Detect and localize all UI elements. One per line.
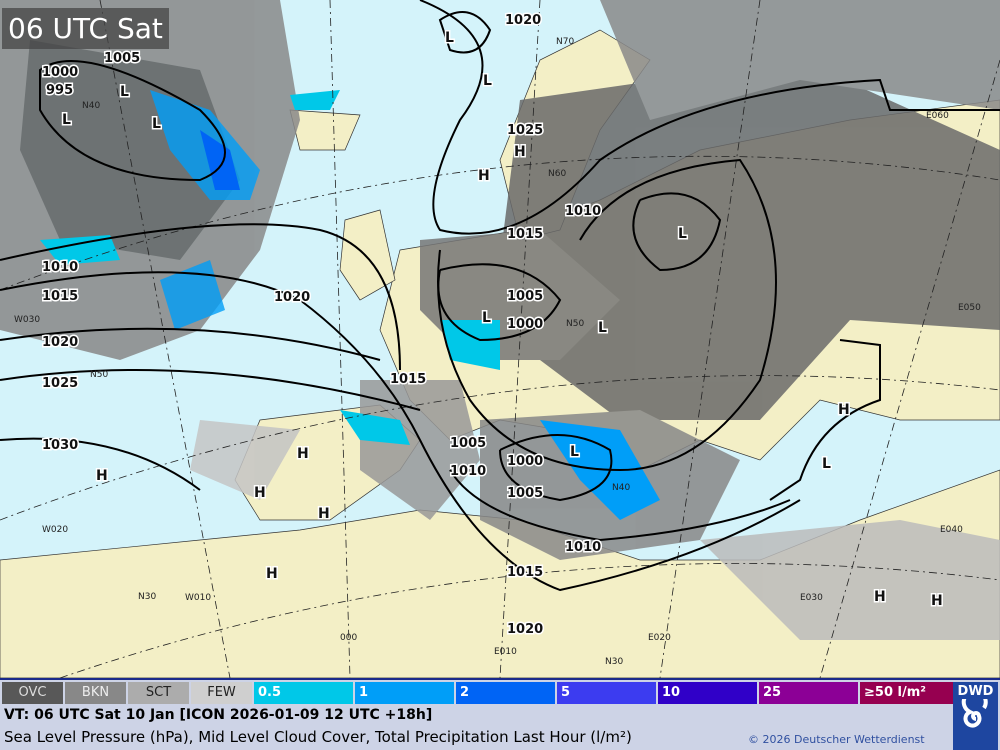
grid-label: N50 xyxy=(90,370,108,380)
pressure-center-label: L xyxy=(152,116,161,132)
legend-panel: OVC BKN SCT FEW 0.5 1 2 5 10 25 ≥50 l/m²… xyxy=(0,678,1000,750)
pressure-center-label: H xyxy=(96,468,108,484)
pressure-center-label: L xyxy=(570,444,579,460)
isobar-label: 1020 xyxy=(42,335,78,350)
pressure-center-label: L xyxy=(482,310,491,326)
grid-label: E060 xyxy=(926,111,949,121)
grid-label: E050 xyxy=(958,303,981,313)
grid-label: N30 xyxy=(138,592,156,602)
pressure-center-label: L xyxy=(678,226,687,242)
grid-labels: N40 W030 N50 W020 W010 N30 000 E010 E020 N30 E030 E… xyxy=(14,37,981,667)
pressure-center-label: L xyxy=(598,320,607,336)
pressure-center-label: H xyxy=(931,593,943,609)
grid-label: W020 xyxy=(42,525,68,535)
legend-bkn: BKN xyxy=(65,682,126,704)
pressure-center-label: L xyxy=(822,456,831,472)
pressure-center-label: L xyxy=(445,30,454,46)
isobar-label: 1020 xyxy=(274,290,310,305)
copyright: © 2026 Deutscher Wetterdienst xyxy=(748,733,925,746)
grid-label: 000 xyxy=(340,633,357,643)
grid-label: E040 xyxy=(940,525,963,535)
isobars xyxy=(0,0,1000,592)
isobar-label: 1030 xyxy=(42,438,78,453)
map-description: Sea Level Pressure (hPa), Mid Level Clou… xyxy=(4,728,632,746)
legend-precip-25: 25 xyxy=(759,682,858,704)
isobar-label: 1020 xyxy=(507,622,543,637)
legend-precip-50: ≥50 l/m² xyxy=(860,682,959,704)
pressure-center-label: H xyxy=(478,168,490,184)
isobar-label: 1000 xyxy=(42,65,78,80)
pressure-center-label: H xyxy=(318,506,330,522)
isobar-label: 1015 xyxy=(507,227,543,242)
isobar-label: 1015 xyxy=(390,372,426,387)
grid-label: W010 xyxy=(185,593,211,603)
isobar-label: 1010 xyxy=(450,464,486,479)
grid-label: N40 xyxy=(82,101,100,111)
weather-map: 1020 1005 1000 995 1025 1010 1015 1010 1015 1020 1… xyxy=(0,0,1000,678)
pressure-center-label: H xyxy=(266,566,278,582)
isobar-label: 1000 xyxy=(507,317,543,332)
grid-label: E020 xyxy=(648,633,671,643)
grid-label: N50 xyxy=(566,319,584,329)
grid-label: E030 xyxy=(800,593,823,603)
spiral-icon xyxy=(961,689,988,728)
pressure-center-label: H xyxy=(297,446,309,462)
legend-sct: SCT xyxy=(128,682,189,704)
isobar-label: 1015 xyxy=(507,565,543,580)
legend-ovc: OVC xyxy=(2,682,63,704)
pressure-center-label: H xyxy=(254,485,266,501)
pressure-center-label: L xyxy=(62,112,71,128)
isobar-label: 1010 xyxy=(42,260,78,275)
isobar-label: 1010 xyxy=(565,540,601,555)
isobar-label: 1025 xyxy=(507,123,543,138)
isobar-label: 995 xyxy=(46,83,73,98)
pressure-center-label: L xyxy=(120,84,129,100)
grid-label: N30 xyxy=(605,657,623,667)
isobar-label: 1005 xyxy=(507,486,543,501)
valid-time-title: 06 UTC Sat xyxy=(2,8,169,49)
valid-time: VT: 06 UTC Sat 10 Jan [ICON 2026-01-09 1… xyxy=(4,707,433,723)
legend-precip-2: 2 xyxy=(456,682,555,704)
legend-precip-10: 10 xyxy=(658,682,757,704)
grid-label: W030 xyxy=(14,315,40,325)
dwd-logo: DWD xyxy=(953,682,998,750)
grid-label: N40 xyxy=(612,483,630,493)
legend-precip-0.5: 0.5 xyxy=(254,682,353,704)
pressure-center-label: L xyxy=(483,73,492,89)
graticule xyxy=(0,0,1000,678)
legend-precip-5: 5 xyxy=(557,682,656,704)
isobar-labels: 1020 1005 1000 995 1025 1010 1015 1010 1015 1020 1… xyxy=(41,12,603,639)
pressure-center-label: H xyxy=(838,402,850,418)
legend-few: FEW xyxy=(191,682,252,704)
legend-precip-1: 1 xyxy=(355,682,454,704)
grid-label: E010 xyxy=(494,647,517,657)
isobar-label: 1000 xyxy=(507,454,543,469)
pressure-centers: L L L L L H H L L L L H L H H H H H H H xyxy=(61,29,945,611)
isobar-label: 1025 xyxy=(42,376,78,391)
color-scale: OVC BKN SCT FEW 0.5 1 2 5 10 25 ≥50 l/m² xyxy=(2,682,961,704)
isobar-label: 1005 xyxy=(450,436,486,451)
isobar-label: 1005 xyxy=(507,289,543,304)
grid-label: N70 xyxy=(556,37,574,47)
isobar-label: 1015 xyxy=(42,289,78,304)
grid-label: N60 xyxy=(548,169,566,179)
isobar-label: 1005 xyxy=(104,51,140,66)
isobar-label: 1020 xyxy=(505,13,541,28)
isobar-label: 1010 xyxy=(565,204,601,219)
pressure-center-label: H xyxy=(874,589,886,605)
pressure-center-label: H xyxy=(514,144,526,160)
